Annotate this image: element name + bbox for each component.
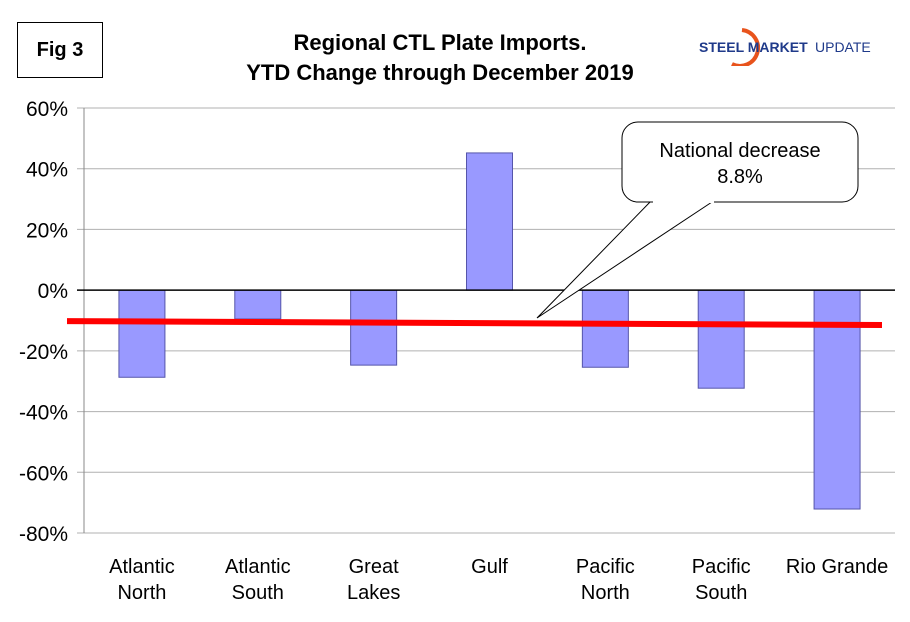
annotation-line2: 8.8%: [717, 166, 763, 188]
x-tick-label: North: [581, 582, 630, 604]
x-tick-label: Rio Grande: [786, 556, 888, 578]
callout-pointer: [536, 199, 716, 319]
y-tick-label: -80%: [19, 523, 68, 546]
steel-market-update-logo: STEEL MARKET UPDATE: [699, 28, 871, 66]
callout-box: [621, 121, 859, 203]
x-tick-label: North: [117, 582, 166, 604]
logo-text-bold: STEEL MARKET: [699, 39, 808, 55]
x-tick-label: Pacific: [692, 556, 751, 578]
x-tick-label: Atlantic: [225, 556, 291, 578]
y-tick-label: -40%: [19, 402, 68, 425]
x-tick-label: Pacific: [576, 556, 635, 578]
y-tick-label: -20%: [19, 341, 68, 364]
logo-text-light: UPDATE: [815, 39, 871, 55]
bar: [118, 289, 166, 378]
chart-title: Regional CTL Plate Imports. YTD Change t…: [230, 28, 650, 88]
x-tick-label: Lakes: [347, 582, 400, 604]
y-tick-label: 0%: [38, 280, 68, 303]
figure-label: Fig 3: [17, 22, 103, 78]
y-tick-label: 20%: [26, 219, 68, 242]
trend-line: [66, 318, 883, 329]
chart-title-line1: Regional CTL Plate Imports.: [293, 30, 587, 55]
chart-subtitle: YTD Change through December 2019: [246, 60, 634, 85]
bar: [234, 289, 282, 320]
x-tick-label: South: [232, 582, 284, 604]
bar: [466, 152, 513, 291]
bar: [581, 289, 629, 368]
annotation-line1: National decrease: [659, 140, 820, 162]
x-tick-label: Gulf: [471, 556, 508, 578]
x-tick-label: South: [695, 582, 747, 604]
y-tick-label: -60%: [19, 462, 68, 485]
y-tick-label: 40%: [26, 159, 68, 182]
x-tick-label: Great: [349, 556, 399, 578]
x-tick-label: Atlantic: [109, 556, 175, 578]
bar: [697, 289, 745, 389]
y-tick-label: 60%: [26, 98, 68, 121]
bar: [350, 289, 398, 366]
